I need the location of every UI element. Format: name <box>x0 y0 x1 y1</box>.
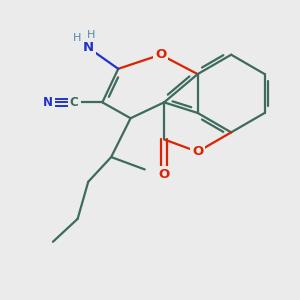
Text: H: H <box>87 30 95 40</box>
Text: N: N <box>83 41 94 54</box>
Text: H: H <box>73 33 81 43</box>
Text: C: C <box>70 96 79 109</box>
Text: N: N <box>43 96 52 109</box>
Text: O: O <box>192 145 203 158</box>
Text: O: O <box>155 48 166 61</box>
Text: O: O <box>158 168 170 181</box>
